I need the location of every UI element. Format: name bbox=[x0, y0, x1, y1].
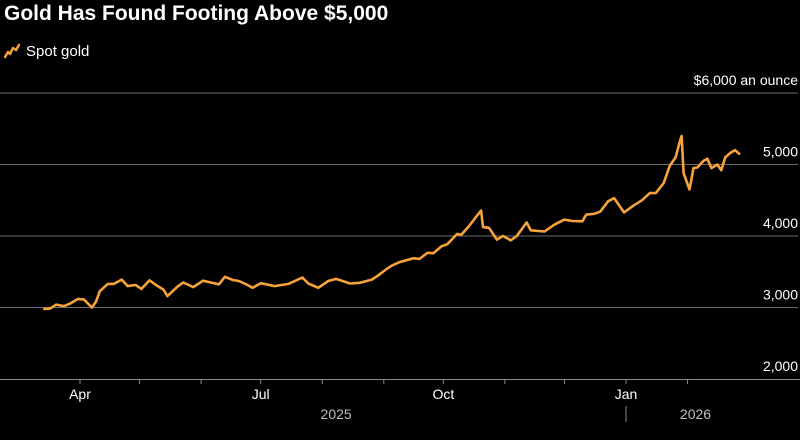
series-line-spot-gold bbox=[42, 134, 741, 311]
year-label-2025: 2025 bbox=[321, 406, 352, 422]
legend: Spot gold bbox=[4, 40, 89, 62]
legend-label: Spot gold bbox=[26, 42, 90, 60]
x-tick-label-apr: Apr bbox=[69, 386, 91, 402]
x-tick-label-oct: Oct bbox=[432, 386, 454, 402]
legend-swatch-icon bbox=[4, 43, 20, 59]
year-label-2026: 2026 bbox=[680, 406, 711, 422]
chart-title: Gold Has Found Footing Above $5,000 bbox=[4, 2, 389, 25]
y-tick-label-2000: 2,000 bbox=[763, 358, 798, 374]
x-tick-label-jul: Jul bbox=[252, 386, 270, 402]
y-tick-label-5000: 5,000 bbox=[763, 144, 798, 160]
y-tick-label-3000: 3,000 bbox=[763, 287, 798, 303]
x-tick-label-jan: Jan bbox=[615, 386, 638, 402]
y-tick-label-4000: 4,000 bbox=[763, 215, 798, 231]
y-tick-label-6000: $6,000 an ounce bbox=[694, 72, 799, 88]
